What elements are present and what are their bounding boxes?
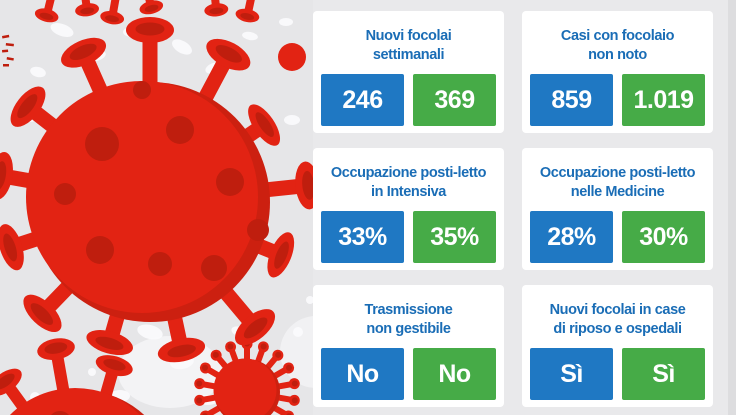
card-casi-con-focolaio-non-noto: Casi con focolaio non noto 859 1.019	[522, 11, 713, 133]
virus-bottom-left	[0, 335, 145, 415]
virus-main	[0, 17, 322, 367]
card-trasmissione-non-gestibile: Trasmissione non gestibile No No	[313, 285, 504, 407]
value-row: 33% 35%	[321, 211, 496, 263]
card-title: Occupazione posti-letto nelle Medicine	[530, 160, 705, 211]
green-value-box: 30%	[622, 211, 705, 263]
card-title-line2: settimanali	[372, 46, 445, 63]
card-title: Casi con focolaio non noto	[530, 23, 705, 74]
card-title-line2: nelle Medicine	[570, 183, 665, 200]
card-nuovi-focolai-case-riposo: Nuovi focolai in case di riposo e ospeda…	[522, 285, 713, 407]
card-title: Trasmissione non gestibile	[321, 297, 496, 348]
blue-value-box: Sì	[530, 348, 613, 400]
blue-value-box: 246	[321, 74, 404, 126]
card-title-line1: Occupazione posti-letto	[330, 165, 487, 182]
blue-value-box: 28%	[530, 211, 613, 263]
green-value-box: 369	[413, 74, 496, 126]
virus-small	[193, 338, 301, 415]
blue-value-box: 859	[530, 74, 613, 126]
card-title-line2: non gestibile	[366, 320, 451, 337]
card-title-line2: di riposo e ospedali	[553, 320, 682, 337]
card-title: Occupazione posti-letto in Intensiva	[321, 160, 496, 211]
card-occupazione-medicine: Occupazione posti-letto nelle Medicine 2…	[522, 148, 713, 270]
card-title-line2: non noto	[588, 46, 647, 63]
value-row: Sì Sì	[530, 348, 705, 400]
page-edge	[728, 0, 736, 415]
card-occupazione-intensiva: Occupazione posti-letto in Intensiva 33%…	[313, 148, 504, 270]
stats-grid: Nuovi focolai settimanali 246 369 Casi c…	[313, 11, 713, 407]
card-title-line2: in Intensiva	[371, 183, 446, 200]
card-title-line1: Trasmissione	[364, 302, 453, 319]
card-title: Nuovi focolai settimanali	[321, 23, 496, 74]
value-row: 859 1.019	[530, 74, 705, 126]
value-row: 28% 30%	[530, 211, 705, 263]
card-title: Nuovi focolai in case di riposo e ospeda…	[530, 297, 705, 348]
card-title-line1: Casi con focolaio	[560, 28, 675, 45]
blue-value-box: 33%	[321, 211, 404, 263]
card-title-line1: Occupazione posti-letto	[539, 165, 696, 182]
card-title-line1: Nuovi focolai	[365, 28, 452, 45]
value-row: 246 369	[321, 74, 496, 126]
card-nuovi-focolai-settimanali: Nuovi focolai settimanali 246 369	[313, 11, 504, 133]
green-value-box: No	[413, 348, 496, 400]
green-value-box: Sì	[622, 348, 705, 400]
blue-value-box: No	[321, 348, 404, 400]
green-value-box: 1.019	[622, 74, 705, 126]
red-dot	[278, 43, 306, 71]
green-value-box: 35%	[413, 211, 496, 263]
card-title-line1: Nuovi focolai in case	[549, 302, 686, 319]
value-row: No No	[321, 348, 496, 400]
